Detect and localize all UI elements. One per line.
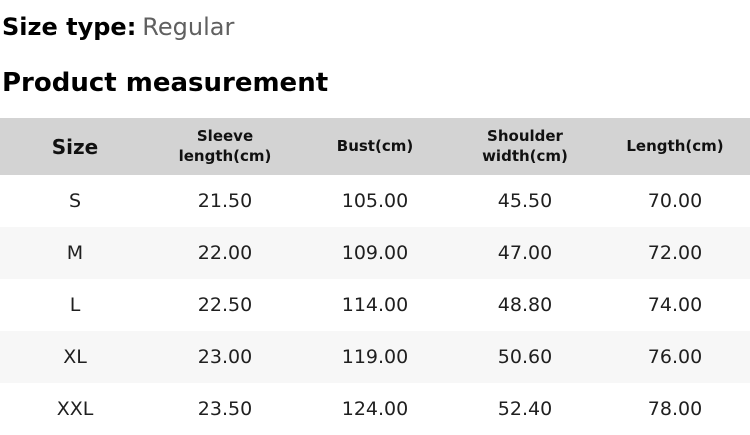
table-body: S 21.50 105.00 45.50 70.00 M 22.00 109.0… <box>0 175 750 435</box>
table-row-m: M 22.00 109.00 47.00 72.00 <box>0 227 750 279</box>
table-row-s: S 21.50 105.00 45.50 70.00 <box>0 175 750 227</box>
cell-length: 70.00 <box>647 190 703 212</box>
table-row-l: L 22.50 114.00 48.80 74.00 <box>0 279 750 331</box>
table-header-row: Size Sleeve length(cm) Bust(cm) Shoulder… <box>0 118 750 175</box>
size-type-label: Size type: <box>2 13 137 41</box>
cell-sleeve-length: 21.50 <box>197 190 253 212</box>
table-row-xl: XL 23.00 119.00 50.60 76.00 <box>0 331 750 383</box>
cell-shoulder-width: 48.80 <box>497 294 553 316</box>
cell-bust: 114.00 <box>341 294 409 316</box>
cell-sleeve-length: 22.00 <box>197 242 253 264</box>
cell-bust: 105.00 <box>341 190 409 212</box>
cell-bust: 124.00 <box>341 398 409 420</box>
cell-length: 72.00 <box>647 242 703 264</box>
cell-sleeve-length: 22.50 <box>197 294 253 316</box>
size-type-line: Size type: Regular <box>2 13 234 42</box>
cell-bust: 119.00 <box>341 346 409 368</box>
column-header-sleeve-length: Sleeve length(cm) <box>150 118 300 175</box>
cell-sleeve-length: 23.50 <box>197 398 253 420</box>
measurement-table: Size Sleeve length(cm) Bust(cm) Shoulder… <box>0 118 750 435</box>
cell-size: XXL <box>56 398 94 420</box>
cell-shoulder-width: 52.40 <box>497 398 553 420</box>
column-header-length: Length(cm) <box>600 118 750 175</box>
cell-size: L <box>69 294 81 316</box>
cell-shoulder-width: 45.50 <box>497 190 553 212</box>
column-header-bust: Bust(cm) <box>300 118 450 175</box>
table-header: Size Sleeve length(cm) Bust(cm) Shoulder… <box>0 118 750 175</box>
cell-length: 74.00 <box>647 294 703 316</box>
table-row-xxl: XXL 23.50 124.00 52.40 78.00 <box>0 383 750 435</box>
cell-shoulder-width: 50.60 <box>497 346 553 368</box>
cell-shoulder-width: 47.00 <box>497 242 553 264</box>
size-type-value: Regular <box>142 13 235 41</box>
cell-length: 76.00 <box>647 346 703 368</box>
product-measurement-title: Product measurement <box>2 68 329 98</box>
cell-size: S <box>68 190 82 212</box>
cell-sleeve-length: 23.00 <box>197 346 253 368</box>
column-header-shoulder-width-label: Shoulder width(cm) <box>482 127 568 165</box>
column-header-bust-label: Bust(cm) <box>336 136 414 155</box>
column-header-sleeve-length-label: Sleeve length(cm) <box>178 127 272 165</box>
column-header-size: Size <box>51 134 99 159</box>
cell-length: 78.00 <box>647 398 703 420</box>
cell-size: XL <box>63 346 87 368</box>
column-header-length-label: Length(cm) <box>626 136 724 155</box>
cell-bust: 109.00 <box>341 242 409 264</box>
column-header-shoulder-width: Shoulder width(cm) <box>450 118 600 175</box>
cell-size: M <box>66 242 84 264</box>
